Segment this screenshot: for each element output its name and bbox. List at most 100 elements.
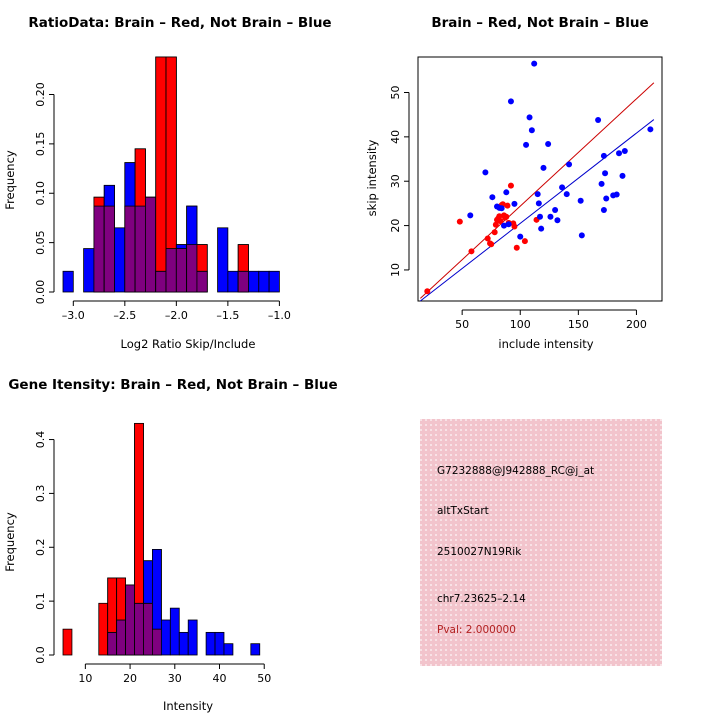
scatter-point-not-brain: [603, 195, 610, 202]
y-tick-label: 0.1: [34, 592, 47, 610]
hist-bar-overlap: [107, 631, 118, 656]
x-tick-label: 40: [213, 672, 227, 685]
hist-bar-not-brain: [187, 619, 198, 656]
scatter-point-brain: [496, 213, 503, 220]
panel-ratio-histogram: RatioData: Brain – Red, Not Brain – Blue…: [0, 0, 360, 360]
scatter-point-brain: [492, 221, 499, 228]
hist-bar-not-brain-top: [186, 205, 198, 245]
x-tick-label: 30: [168, 672, 182, 685]
info-probe-id: G7232888@J942888_RC@j_at: [437, 465, 595, 477]
scatter-point-brain: [504, 202, 511, 209]
scatter-point-not-brain: [595, 116, 602, 123]
y-tick-label: 10: [389, 263, 402, 277]
scatter-point-not-brain: [554, 217, 561, 224]
hist-bar-not-brain: [223, 643, 234, 656]
scatter-point-not-brain: [547, 213, 554, 220]
scatter-point-not-brain: [600, 207, 607, 214]
hist-bar-overlap: [196, 270, 208, 293]
hist-bar-overlap: [186, 244, 198, 293]
gene-histogram-bars: [62, 422, 261, 656]
hist-bar-overlap: [237, 270, 249, 293]
scatter-point-brain: [511, 223, 518, 230]
info-event-type: altTxStart: [437, 505, 489, 517]
scatter-point-not-brain: [467, 212, 474, 219]
scatter-point-not-brain: [505, 221, 512, 228]
y-tick-label: 0.00: [34, 280, 47, 305]
hist-bar-brain-top: [134, 148, 146, 207]
hist-bar-overlap: [134, 602, 144, 656]
hist-bar-not-brain: [114, 227, 126, 293]
x-tick-label: 20: [123, 672, 137, 685]
x-tick-label: 100: [510, 318, 531, 331]
y-tick-label: 0.05: [34, 230, 47, 255]
hist-bar-overlap: [93, 205, 105, 293]
ratio-histogram-svg: RatioData: Brain – Red, Not Brain – Blue…: [3, 15, 332, 351]
hist-bar-overlap: [145, 196, 157, 293]
hist-bar-overlap: [103, 205, 115, 293]
scatter-point-not-brain: [616, 150, 623, 157]
hist-bar-brain: [62, 628, 73, 656]
hist-bar-not-brain: [205, 631, 216, 656]
y-tick-label: 0.3: [34, 485, 47, 503]
scatter-point-not-brain: [540, 164, 547, 171]
scatter-point-not-brain: [566, 161, 573, 168]
scatter-point-not-brain: [489, 194, 496, 201]
hist-bar-not-brain: [258, 270, 270, 293]
y-tick-label: 20: [389, 219, 402, 233]
hist-bar-brain: [98, 602, 109, 656]
y-tick-label: 0.10: [34, 181, 47, 206]
scatter-title: Brain – Red, Not Brain – Blue: [431, 15, 648, 31]
scatter-point-not-brain: [563, 191, 570, 198]
scatter-point-not-brain: [578, 232, 585, 239]
hist-bar-brain-top: [107, 577, 118, 633]
scatter-point-brain: [491, 229, 498, 236]
hist-bar-brain-top: [237, 244, 249, 272]
hist-bar-not-brain: [248, 270, 260, 293]
scatter-point-not-brain: [613, 191, 620, 198]
scatter-point-not-brain: [507, 98, 514, 105]
hist-bar-not-brain: [214, 631, 225, 656]
ratio-histogram-xlabel: Log2 Ratio Skip/Include: [121, 337, 256, 351]
hist-bar-not-brain: [217, 227, 229, 293]
scatter-point-not-brain: [647, 126, 654, 133]
hist-bar-not-brain: [83, 248, 95, 293]
hist-bar-overlap: [152, 628, 162, 656]
scatter-points: [424, 60, 654, 295]
hist-bar-not-brain-top: [103, 184, 115, 207]
x-tick-label: 200: [626, 318, 647, 331]
scatter-axes: 50 100 150 200 10 20 30 40 50: [389, 85, 647, 331]
fit-line-brain-fit: [419, 82, 655, 299]
y-tick-label: 50: [389, 85, 402, 99]
scatter-fit-lines: [419, 82, 655, 302]
hist-bar-not-brain: [178, 631, 189, 656]
scatter-point-not-brain: [600, 152, 607, 159]
scatter-point-not-brain: [534, 191, 541, 198]
hist-bar-not-brain-top: [124, 162, 136, 207]
scatter-svg: Brain – Red, Not Brain – Blue include in…: [365, 15, 663, 351]
gene-histogram-svg: Gene Itensity: Brain – Red, Not Brain – …: [3, 377, 338, 713]
scatter-point-not-brain: [498, 205, 505, 212]
scatter-point-brain: [456, 218, 463, 225]
scatter-point-not-brain: [545, 140, 552, 147]
scatter-point-not-brain: [535, 200, 542, 207]
hist-bar-overlap: [155, 270, 167, 293]
scatter-point-not-brain: [482, 169, 489, 176]
x-tick-label: 150: [568, 318, 589, 331]
hist-bar-overlap: [116, 619, 127, 656]
scatter-point-not-brain: [511, 200, 518, 207]
ratio-histogram-bars: [62, 56, 280, 293]
x-tick-label: 10: [78, 672, 92, 685]
scatter-point-not-brain: [577, 197, 584, 204]
hist-bar-brain-top: [155, 56, 167, 272]
y-tick-label: 0.4: [34, 431, 47, 449]
scatter-point-not-brain: [523, 141, 530, 148]
scatter-point-brain: [521, 238, 528, 245]
y-tick-label: 0.0: [34, 646, 47, 664]
scatter-point-brain: [503, 213, 510, 220]
y-tick-label: 30: [389, 174, 402, 188]
hist-bar-not-brain: [268, 270, 280, 293]
scatter-point-brain: [488, 241, 495, 248]
scatter-point-brain: [424, 288, 431, 295]
y-tick-label: 0.2: [34, 539, 47, 557]
